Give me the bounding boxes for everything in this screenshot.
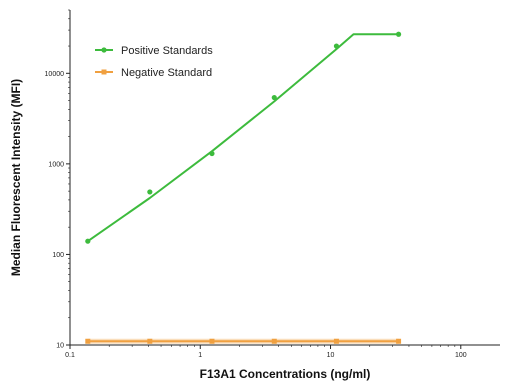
data-point [271, 94, 277, 101]
data-point [396, 338, 402, 344]
data-point [85, 238, 91, 244]
x-tick-label: 1 [198, 352, 202, 359]
data-point [147, 189, 153, 195]
data-point [209, 338, 215, 344]
series-line [87, 33, 399, 243]
axes [69, 10, 500, 346]
series-positive-standards [85, 31, 402, 244]
y-tick-label: 1000 [48, 161, 64, 168]
legend-swatch-marker [101, 69, 107, 75]
series-layer [85, 31, 402, 344]
data-point [333, 43, 340, 49]
x-tick-label: 10 [327, 352, 335, 359]
data-point [395, 31, 402, 37]
x-axis-title: F13A1 Concentrations (ng/ml) [200, 367, 371, 381]
data-point [147, 338, 153, 344]
y-tick-label: 10000 [45, 71, 65, 78]
series-negative-standard [85, 338, 402, 344]
data-point [333, 338, 339, 344]
x-tick-label: 100 [455, 352, 467, 359]
legend: Positive Standards Negative Standard [95, 45, 213, 79]
x-tick-label: 0.1 [65, 352, 75, 359]
data-point [271, 338, 277, 344]
y-ticks: 10 100 1000 10000 [45, 9, 70, 350]
x-ticks: 0.1 1 10 100 [65, 345, 467, 359]
data-point [85, 338, 91, 344]
data-point [209, 150, 215, 157]
legend-label: Negative Standard [121, 67, 212, 79]
y-axis-title: Median Fluorescent Intensity (MFI) [9, 79, 23, 276]
legend-label: Positive Standards [121, 45, 213, 57]
legend-swatch-marker [101, 47, 107, 53]
y-tick-label: 10 [56, 343, 64, 350]
y-tick-label: 100 [52, 252, 64, 259]
